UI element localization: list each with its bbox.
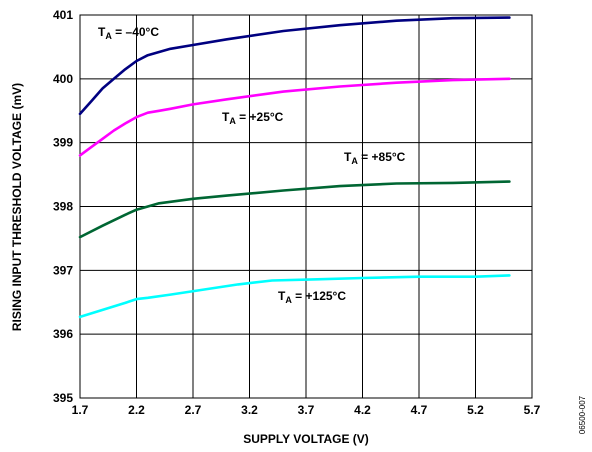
series-label-plus125: TA = +125°C	[278, 289, 346, 305]
x-tick-label: 2.7	[185, 403, 202, 417]
x-tick-label: 5.2	[467, 403, 484, 417]
series-label-rest: = –40°C	[112, 25, 159, 39]
series-label-minus40: TA = –40°C	[98, 25, 159, 41]
y-axis-title: RISING INPUT THRESHOLD VOLTAGE (mV)	[10, 83, 24, 331]
x-tick-label: 4.7	[411, 403, 428, 417]
series-line-1	[78, 77, 511, 157]
y-tick-label: 399	[53, 136, 73, 150]
x-tick-label: 4.2	[354, 403, 371, 417]
series-line-3	[78, 274, 511, 319]
x-tick-labels: 1.7 2.2 2.7 3.2 3.7 4.2 4.7 5.2 5.7	[72, 403, 541, 417]
series-label-main: T	[344, 150, 352, 164]
x-tick-label: 1.7	[72, 403, 89, 417]
series-label-subscript: A	[351, 156, 358, 166]
x-tick-label: 2.2	[128, 403, 145, 417]
y-tick-label: 398	[53, 200, 73, 214]
x-tick-label: 3.2	[241, 403, 258, 417]
series-line-0	[78, 16, 511, 116]
series-label-subscript: A	[285, 295, 292, 305]
series-label-subscript: A	[229, 116, 236, 126]
series-lines	[78, 16, 511, 319]
series-label-rest: = +125°C	[292, 289, 347, 303]
y-tick-label: 401	[53, 8, 73, 22]
y-tick-label: 395	[53, 391, 73, 405]
series-label-plus25: TA = +25°C	[222, 110, 284, 126]
series-line-2	[78, 180, 511, 239]
series-label-main: T	[222, 110, 230, 124]
series-label-main: T	[278, 289, 286, 303]
series-label-rest: = +85°C	[358, 150, 406, 164]
y-tick-label: 396	[53, 327, 73, 341]
grid	[79, 14, 533, 399]
series-label-subscript: A	[105, 31, 112, 41]
series-label-main: T	[98, 25, 106, 39]
series-label-plus85: TA = +85°C	[344, 150, 406, 166]
x-tick-label: 5.7	[524, 403, 541, 417]
y-tick-labels: 395 396 397 398 399 400 401	[53, 8, 73, 405]
y-tick-label: 397	[53, 263, 73, 277]
x-axis-title: SUPPLY VOLTAGE (V)	[243, 432, 369, 446]
y-tick-label: 400	[53, 72, 73, 86]
x-tick-label: 3.7	[298, 403, 315, 417]
figure-id: 06500-007	[578, 395, 587, 434]
series-label-rest: = +25°C	[236, 110, 284, 124]
